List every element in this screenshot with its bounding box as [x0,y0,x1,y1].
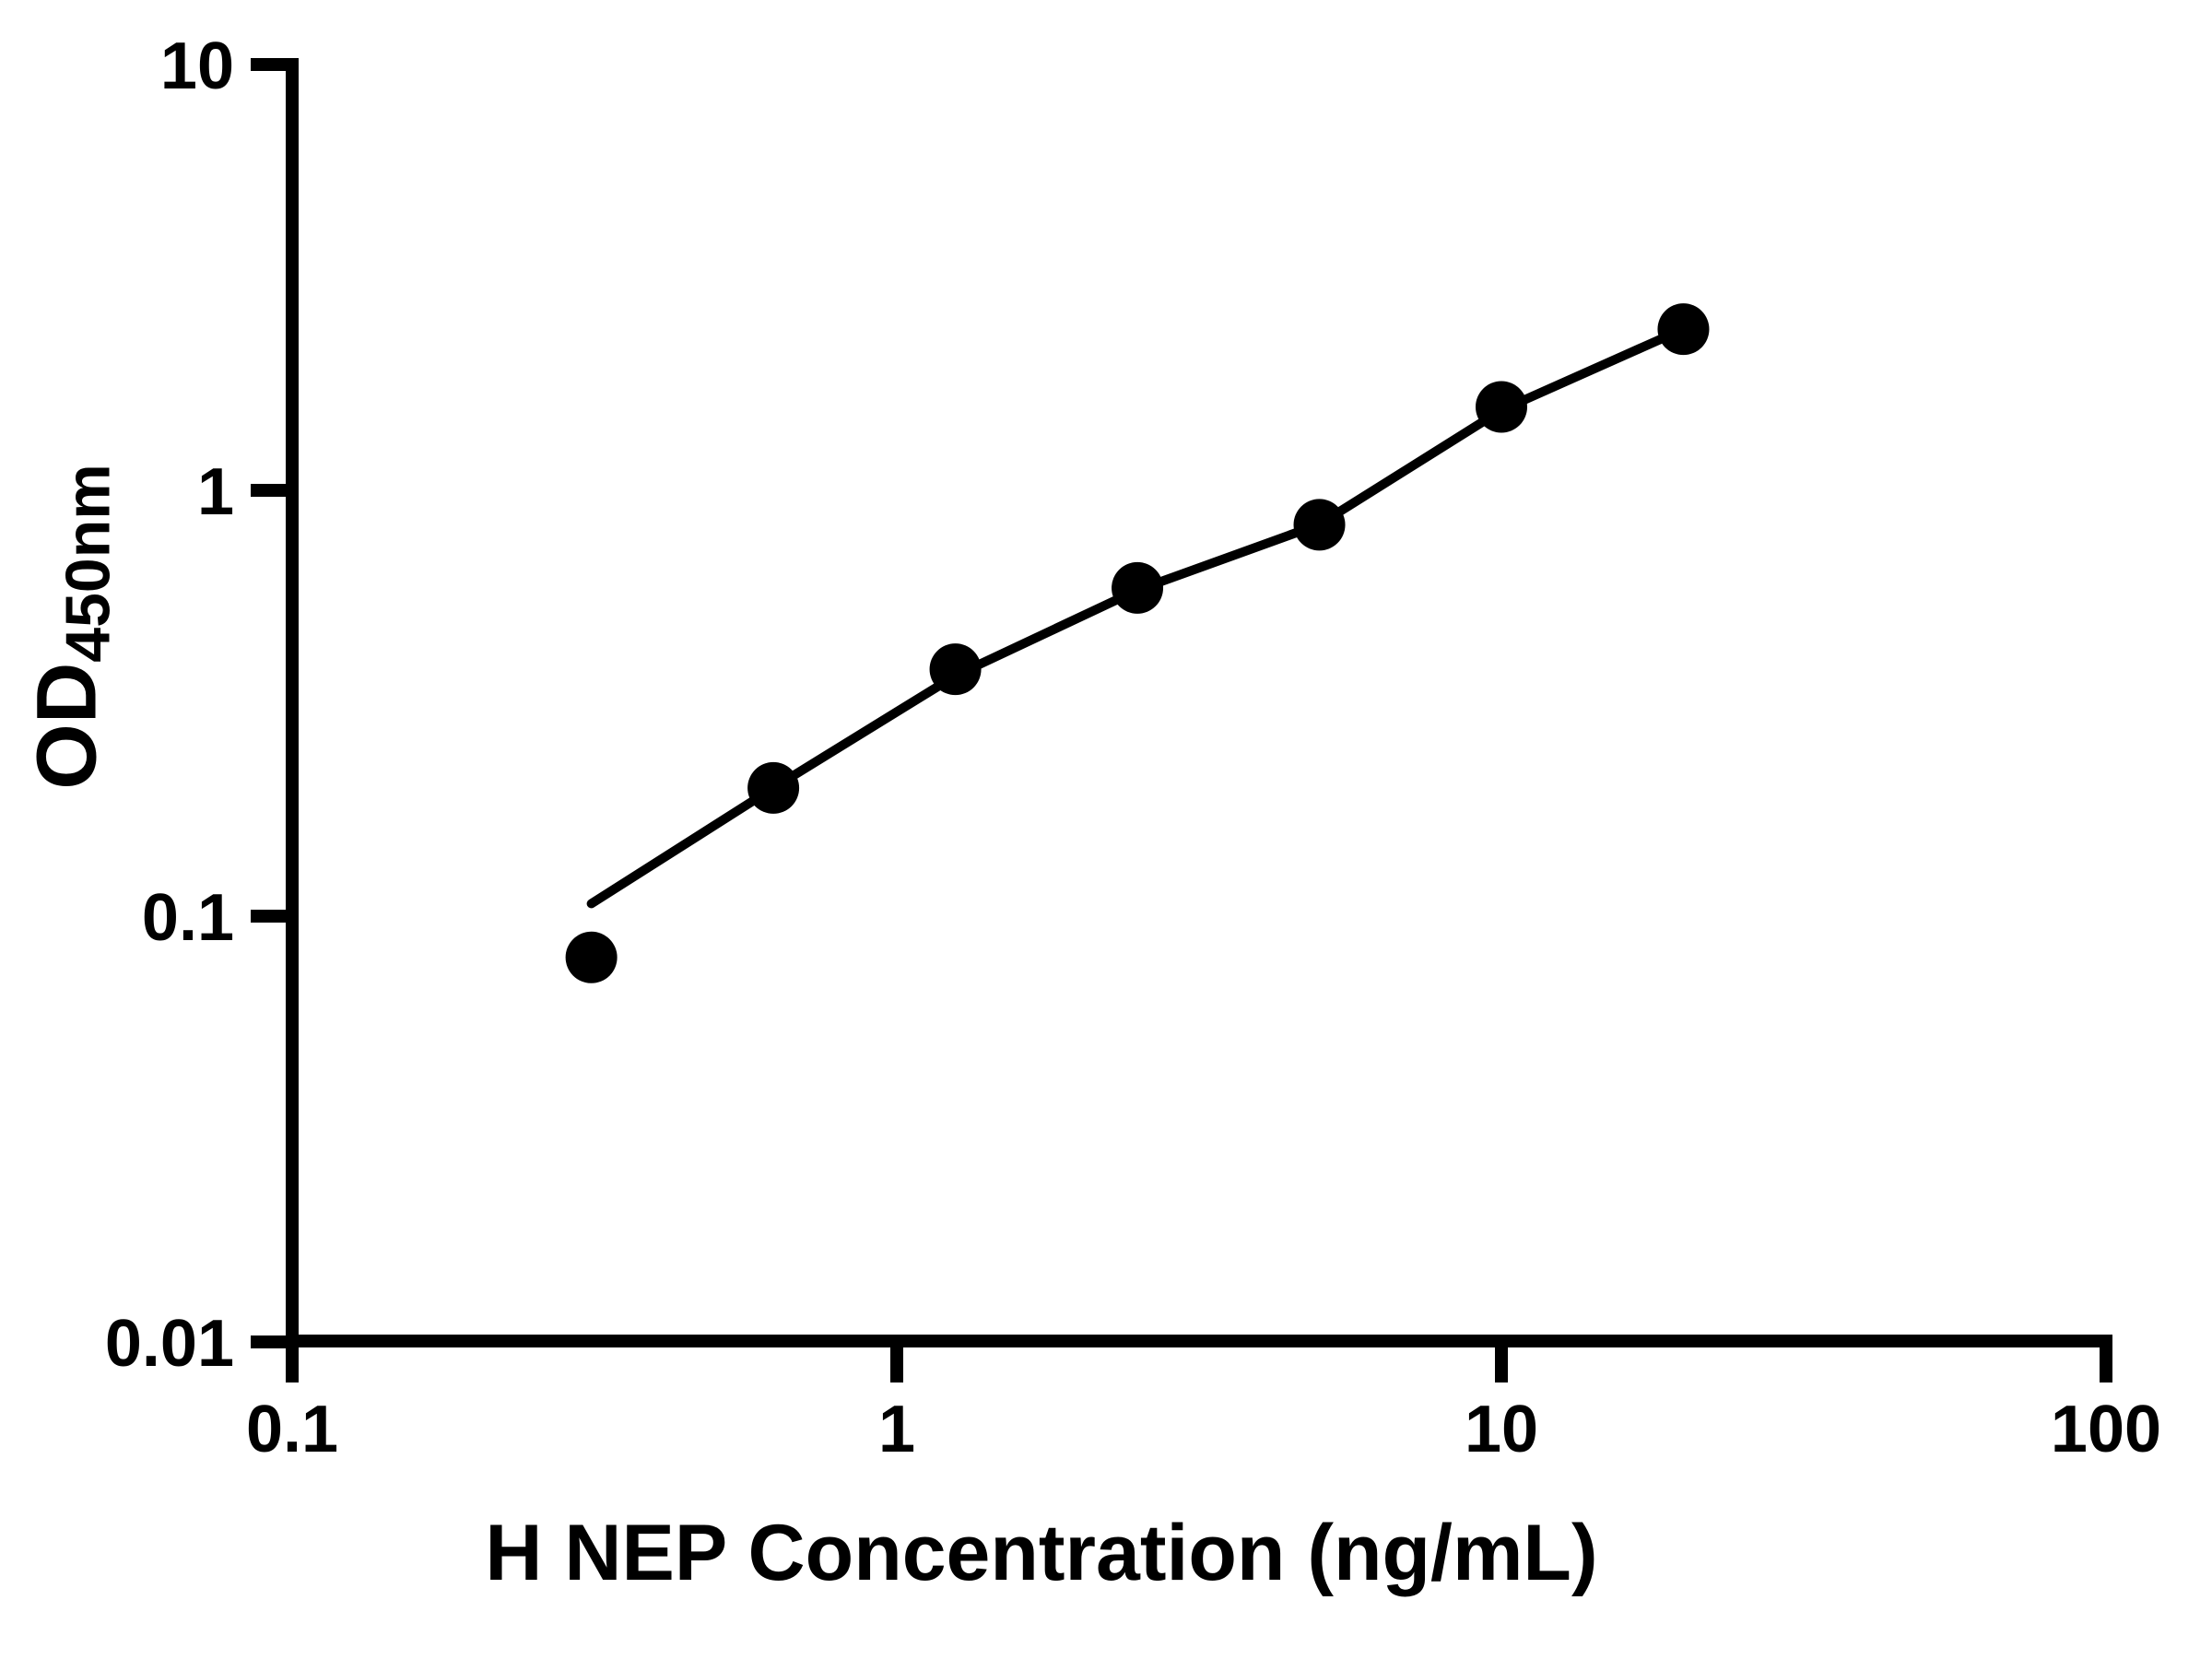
y-tick-label: 0.01 [105,1307,234,1381]
x-tick-label: 0.1 [246,1393,338,1466]
x-tick-label: 10 [1465,1393,1538,1466]
y-tick-label: 10 [160,29,234,103]
data-point [1476,381,1527,433]
y-axis-title-subscript: 450nm [53,464,124,663]
x-axis-title: H NEP Concentration (ng/mL) [485,1509,1598,1597]
data-point [1657,303,1710,356]
x-tick-label: 100 [2051,1393,2161,1466]
data-point [1293,499,1346,551]
data-point [1112,561,1164,614]
data-point [929,643,982,696]
y-tick-label: 0.1 [142,881,234,955]
data-point [747,761,800,814]
y-axis-title-main: OD [19,662,114,790]
data-point [565,931,618,983]
x-tick-label: 1 [878,1393,915,1466]
y-axis-title: OD450nm [20,464,124,789]
y-tick-label: 1 [197,455,234,529]
